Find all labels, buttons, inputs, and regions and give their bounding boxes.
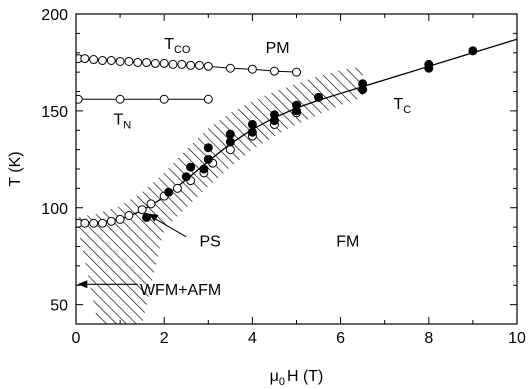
data-point-t_n <box>115 94 125 104</box>
data-point-t_c <box>247 119 257 129</box>
data-point-t_c <box>164 187 174 197</box>
data-point-low_branch <box>172 183 182 193</box>
data-point-t_co <box>177 59 187 69</box>
x-tick-label: 10 <box>508 330 526 347</box>
data-point-t_co <box>292 67 301 77</box>
data-point-t_c <box>358 79 368 89</box>
y-tick-label: 200 <box>41 7 68 24</box>
x-tick-label: 4 <box>248 330 257 347</box>
data-point-t_co <box>97 56 107 65</box>
y-axis-label: T (K) <box>7 151 24 186</box>
y-tick-label: 100 <box>41 201 68 218</box>
x-tick-label: 0 <box>72 330 81 347</box>
ps-arrow-head <box>148 213 159 222</box>
data-point-t_c <box>225 129 235 139</box>
data-point-low_branch <box>97 218 107 228</box>
wfm-afm-label: WFM+AFM <box>140 282 221 299</box>
t-co-label: TCO <box>164 36 191 56</box>
data-point-low_branch <box>146 199 156 209</box>
data-point-t_co <box>269 66 279 76</box>
data-point-t_co <box>133 57 143 67</box>
data-point-t_co <box>106 56 116 65</box>
pm-label: PM <box>266 40 290 57</box>
t-n-label: TN <box>113 111 131 131</box>
data-point-t_c <box>225 137 235 147</box>
data-point-t_co <box>124 56 134 66</box>
data-point-t_co <box>203 61 213 71</box>
data-point-t_co <box>247 64 257 74</box>
data-point-t_co <box>225 63 235 73</box>
data-point-t_co <box>150 58 160 68</box>
fm-label: FM <box>336 234 359 251</box>
x-tick-label: 6 <box>336 330 345 347</box>
data-point-low_branch <box>225 145 235 155</box>
data-point-t_n <box>159 94 169 104</box>
data-point-t_co <box>89 55 99 65</box>
data-point-t_c <box>203 154 213 164</box>
data-point-t_c <box>247 127 257 137</box>
data-point-low_branch <box>137 205 147 215</box>
data-point-t_n <box>203 94 213 104</box>
data-point-t_co <box>80 54 90 64</box>
data-point-t_n <box>76 94 83 104</box>
data-point-low_branch <box>124 211 134 220</box>
data-point-t_co <box>115 56 125 66</box>
data-point-t_co <box>186 60 196 70</box>
hatched-region <box>76 66 363 324</box>
x-tick-label: 8 <box>424 330 433 347</box>
data-point-low_branch <box>106 216 116 226</box>
ps-arrow <box>154 218 187 238</box>
data-point-t_co <box>142 57 152 67</box>
data-point-t_c <box>292 100 301 110</box>
data-point-low_branch <box>89 218 99 228</box>
data-point-t_c <box>199 164 209 174</box>
data-point-t_c <box>468 46 478 56</box>
data-point-t_c <box>269 110 279 120</box>
y-tick-label: 150 <box>41 104 68 121</box>
data-point-low_branch <box>115 214 125 224</box>
x-axis-label: μ0 H (T) <box>270 368 324 388</box>
data-point-t_c <box>314 92 324 102</box>
data-point-t_c <box>186 162 196 172</box>
data-point-t_co <box>168 59 178 69</box>
data-point-t_co <box>194 60 204 70</box>
data-point-low_branch <box>80 218 90 228</box>
y-tick-label: 50 <box>50 298 68 315</box>
x-tick-label: 2 <box>160 330 169 347</box>
wfm-afm-arrow-head <box>77 280 88 289</box>
t-c-label: TC <box>394 96 412 116</box>
ps-label: PS <box>199 234 220 251</box>
data-point-t_c <box>181 172 191 182</box>
data-point-t_co <box>159 58 169 68</box>
data-point-t_c <box>424 59 434 69</box>
data-point-t_c <box>142 212 152 222</box>
data-point-t_c <box>203 143 213 153</box>
